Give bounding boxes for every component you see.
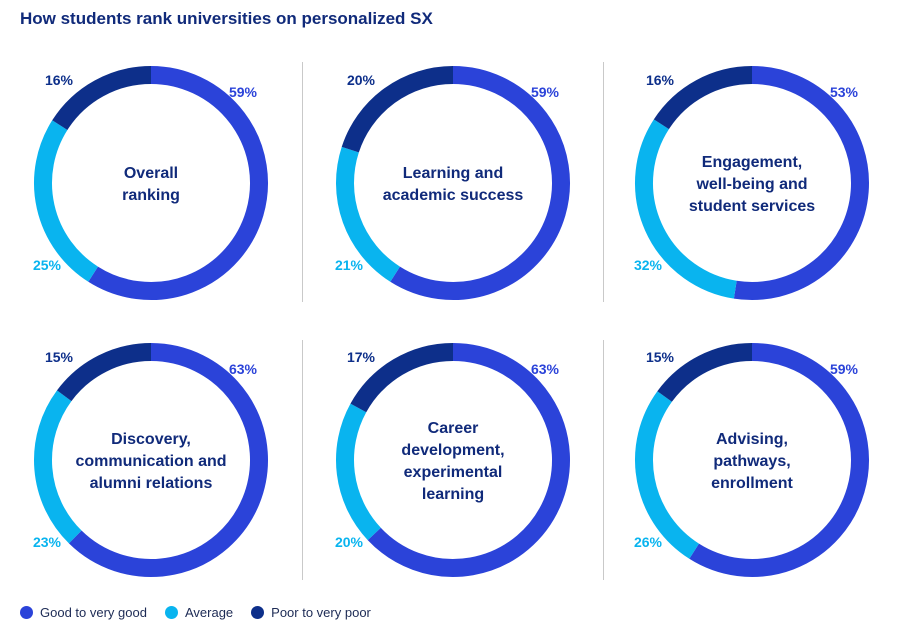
donut-3-label-average: 32%	[634, 257, 663, 273]
donut-6-label-good: 59%	[830, 361, 859, 377]
divider-top-right	[603, 62, 604, 302]
divider-bottom-left	[302, 340, 303, 580]
donut-3-center-text: Engagement,	[702, 154, 802, 171]
donut-3-center-text: student services	[689, 198, 815, 215]
donut-1-segment-good	[88, 66, 268, 300]
donut-6-label-poor: 15%	[646, 349, 675, 365]
donut-1-label-average: 25%	[33, 257, 62, 273]
donut-5-center-text: learning	[422, 486, 484, 503]
donut-6-center-text: pathways,	[713, 453, 790, 470]
legend-item-average: Average	[164, 605, 234, 620]
donut-1-center-text: Overall	[124, 165, 178, 182]
legend: Good to very good Average Poor to very p…	[20, 605, 389, 620]
donut-3-label-poor: 16%	[646, 72, 675, 88]
donut-4-label-average: 23%	[33, 534, 62, 550]
donut-6-center-text: Advising,	[716, 431, 788, 448]
legend-item-poor: Poor to very poor	[251, 605, 371, 620]
donut-5-label-poor: 17%	[347, 349, 376, 365]
donut-2-center-text: academic success	[383, 187, 524, 204]
donut-2-segment-average	[336, 146, 401, 282]
donut-5-segment-good	[367, 343, 570, 577]
donut-4-segment-poor	[56, 343, 152, 402]
donut-4-center-text: Discovery,	[111, 431, 191, 448]
donut-1-label-good: 59%	[229, 84, 258, 100]
donut-charts: 59% 25% 16% Overall ranking 59% 21% 20% Learning…	[33, 66, 869, 577]
donut-5-segment-poor	[350, 343, 454, 413]
donut-4-label-poor: 15%	[45, 349, 74, 365]
donut-3-segment-average	[635, 119, 737, 299]
legend-swatch-good	[20, 606, 33, 619]
legend-swatch-poor	[251, 606, 265, 619]
donut-2-label-good: 59%	[531, 84, 560, 100]
donut-5-segment-average	[336, 403, 381, 541]
donut-4-segment-good	[68, 343, 268, 577]
donut-6-segment-average	[635, 391, 700, 559]
donut-4-segment-average	[34, 390, 82, 544]
donut-2-segment-good	[390, 66, 570, 300]
legend-label-poor: Poor to very poor	[271, 605, 371, 620]
legend-swatch-average	[164, 606, 178, 619]
divider-top-left	[302, 62, 303, 302]
donut-2-label-average: 21%	[335, 257, 364, 273]
donut-6-center-text: enrollment	[711, 475, 793, 492]
donut-1-label-poor: 16%	[45, 72, 74, 88]
donut-4-center-text: alumni relations	[90, 475, 213, 492]
donut-3-segment-poor	[653, 66, 753, 130]
donut-1-center-text: ranking	[122, 187, 180, 204]
donut-1-segment-average	[34, 120, 99, 282]
donut-3-center-text: well-being and	[695, 176, 807, 193]
donut-4-center-text: communication and	[75, 453, 226, 470]
donut-1-segment-poor	[52, 66, 152, 131]
legend-label-good: Good to very good	[40, 605, 147, 620]
donut-5-center-text: experimental	[404, 464, 503, 481]
donut-6-segment-poor	[657, 343, 753, 403]
donut-5-center-text: development,	[401, 442, 504, 459]
divider-bottom-right	[603, 340, 604, 580]
donut-5-label-good: 63%	[531, 361, 560, 377]
donut-6-segment-good	[689, 343, 869, 577]
donut-5-label-average: 20%	[335, 534, 364, 550]
donut-2-center-text: Learning and	[403, 165, 503, 182]
donut-5-center-text: Career	[428, 420, 479, 437]
donut-6-label-average: 26%	[634, 534, 663, 550]
donut-3-label-good: 53%	[830, 84, 859, 100]
donut-4-label-good: 63%	[229, 361, 258, 377]
donut-2-segment-poor	[341, 66, 454, 153]
chart-title: How students rank universities on person…	[20, 9, 433, 28]
donut-3-segment-good	[733, 66, 869, 300]
legend-label-average: Average	[184, 605, 234, 620]
donut-2-label-poor: 20%	[347, 72, 376, 88]
legend-item-good: Good to very good	[20, 605, 147, 620]
